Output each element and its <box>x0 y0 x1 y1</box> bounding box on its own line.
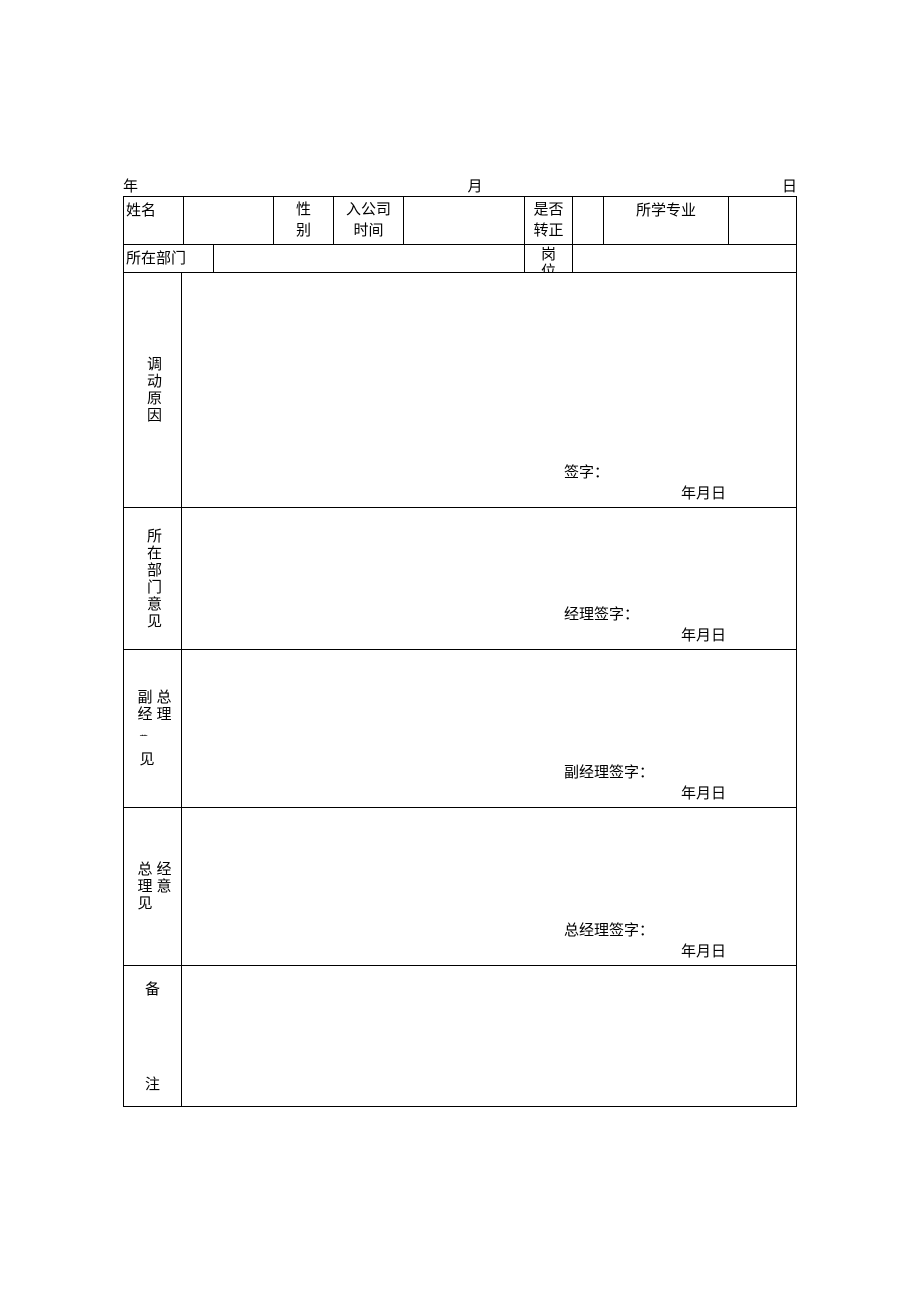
transfer-reason-label: 调动原因 <box>123 273 181 507</box>
vp-label-top: 副经 总理 <box>136 689 170 723</box>
department-value <box>213 245 524 272</box>
dept-opinion-content: 经理签字： 年月日 <box>181 508 797 649</box>
entry-time-label: 入公司 时间 <box>333 197 403 244</box>
gm-date-label: 年月日 <box>182 940 786 961</box>
dept-date-label: 年月日 <box>182 624 786 645</box>
vp-label-bottom: 见 <box>140 748 155 769</box>
date-header-row: 年 月 日 <box>123 175 797 197</box>
day-label: 日 <box>782 175 797 196</box>
gender-label: 性 别 <box>273 197 333 244</box>
transfer-reason-content: 签字： 年月日 <box>181 273 797 507</box>
gm-label: 总理见 经意 <box>136 861 170 912</box>
remark-label: 备 注 <box>123 966 181 1106</box>
gm-opinion-row: 总理见 经意 总经理签字： 年月日 <box>123 808 797 966</box>
remark-content <box>181 966 797 1106</box>
gm-sign-label: 总经理签字： <box>182 919 786 940</box>
gm-sign-block: 总经理签字： 年月日 <box>182 919 786 961</box>
vp-sign-label: 副经理签字： <box>182 761 786 782</box>
month-label: 月 <box>168 175 782 196</box>
remark-label-text: 备 注 <box>145 970 160 1102</box>
header-row-2: 所在部门 岗 位 <box>123 245 797 273</box>
name-value <box>183 197 273 244</box>
vp-opinion-label: 副经 总理 ᅭ 见 <box>123 650 181 807</box>
gm-opinion-label: 总理见 经意 <box>123 808 181 965</box>
name-label: 姓名 <box>123 197 183 244</box>
reason-sign-block: 签字： 年月日 <box>182 461 786 503</box>
post-value <box>572 245 797 272</box>
reason-date-label: 年月日 <box>182 482 786 503</box>
gm-opinion-content: 总经理签字： 年月日 <box>181 808 797 965</box>
year-label: 年 <box>123 175 168 196</box>
vp-opinion-row: 副经 总理 ᅭ 见 副经理签字： 年月日 <box>123 650 797 808</box>
dept-sign-label: 经理签字： <box>182 603 786 624</box>
vp-date-label: 年月日 <box>182 782 786 803</box>
dept-opinion-label: 所在部门意见 <box>123 508 181 649</box>
header-row-1: 姓名 性 别 入公司 时间 是否 转正 所学专业 <box>123 197 797 245</box>
vp-sign-block: 副经理签字： 年月日 <box>182 761 786 803</box>
major-value <box>728 197 797 244</box>
dept-sign-block: 经理签字： 年月日 <box>182 603 786 645</box>
post-label: 岗 位 <box>524 245 572 272</box>
major-label: 所学专业 <box>603 197 728 244</box>
regularization-value <box>572 197 603 244</box>
reason-sign-label: 签字： <box>182 461 786 482</box>
remark-row: 备 注 <box>123 966 797 1107</box>
regularization-label: 是否 转正 <box>524 197 572 244</box>
vp-opinion-content: 副经理签字： 年月日 <box>181 650 797 807</box>
vp-label-illegible: ᅭ <box>140 729 148 742</box>
transfer-reason-row: 调动原因 签字： 年月日 <box>123 273 797 508</box>
dept-opinion-row: 所在部门意见 经理签字： 年月日 <box>123 508 797 650</box>
department-label: 所在部门 <box>123 245 213 272</box>
entry-time-value <box>403 197 524 244</box>
